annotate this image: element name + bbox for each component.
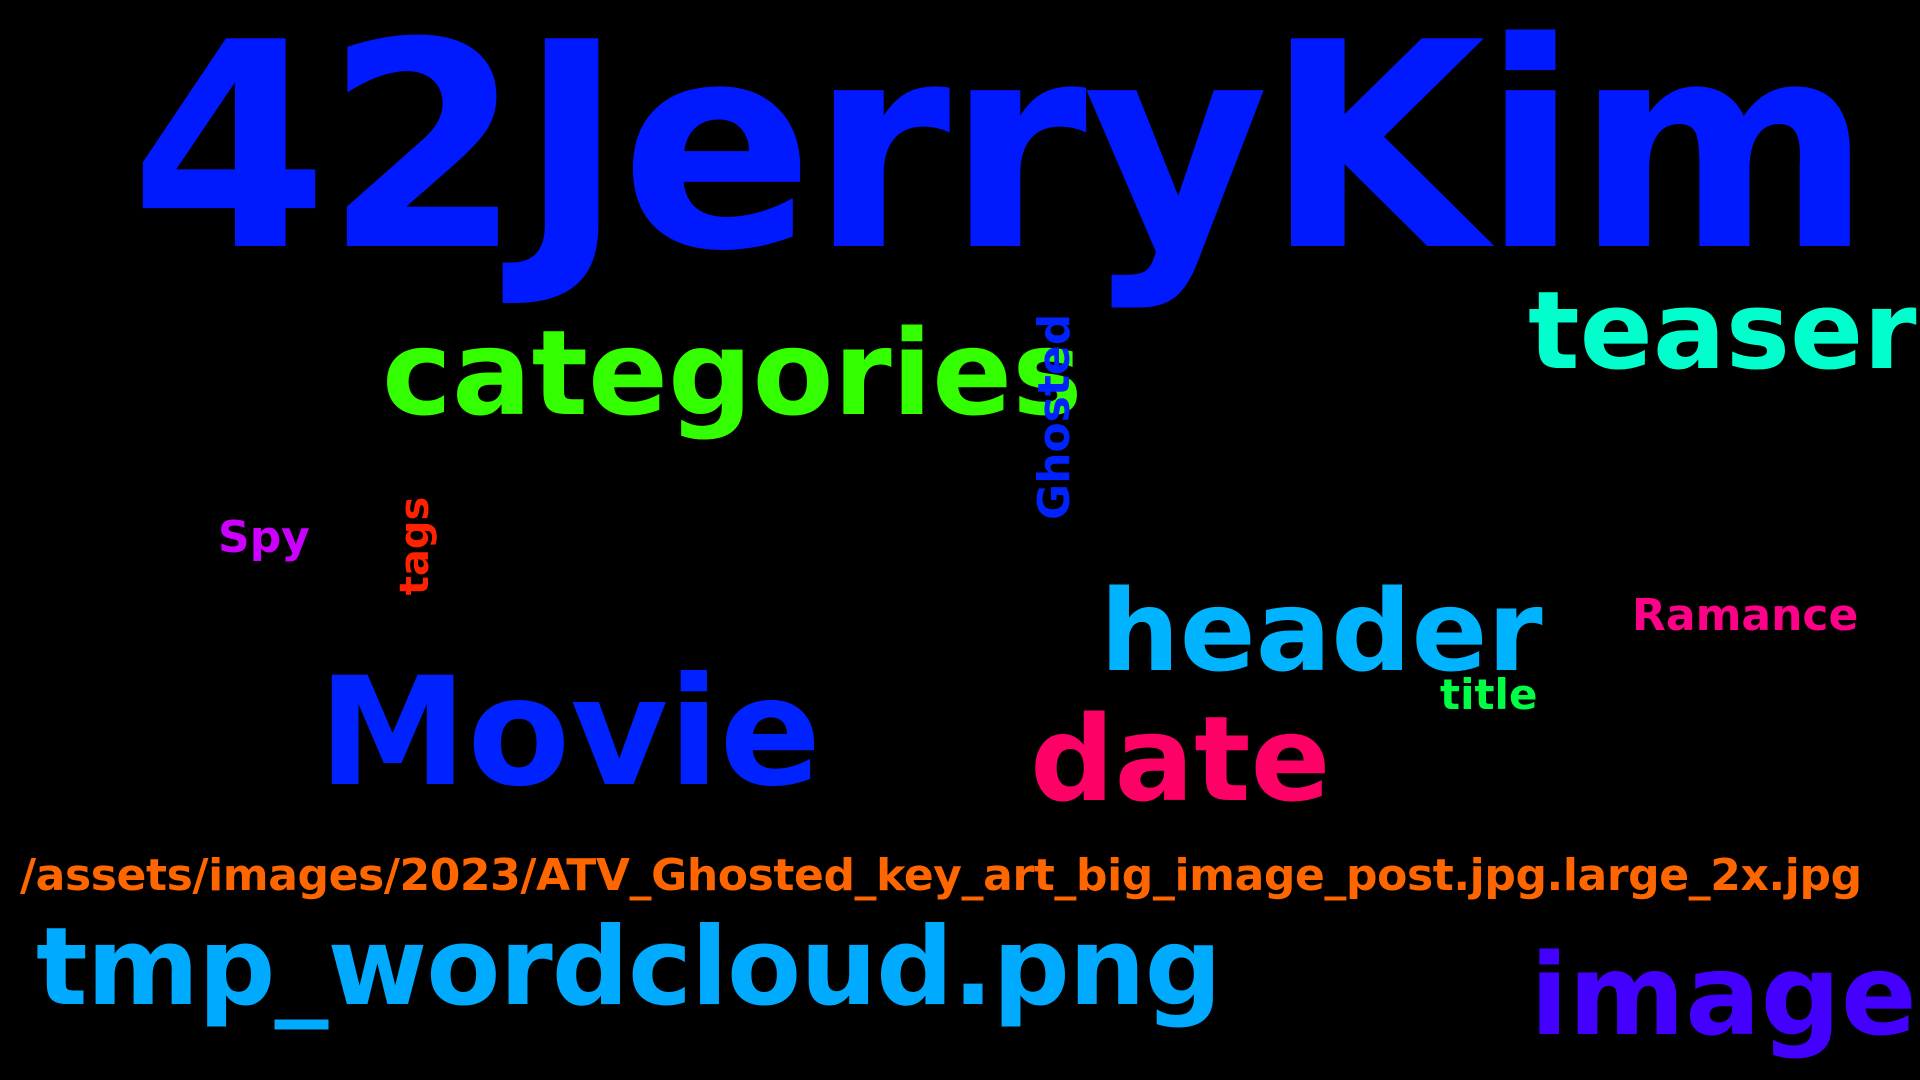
word-teaser: teaser bbox=[1528, 269, 1917, 394]
word-image: image bbox=[1530, 931, 1917, 1061]
word-date: date bbox=[1030, 690, 1331, 828]
word-ghosted: Ghosted bbox=[1029, 313, 1080, 520]
word-spy: Spy bbox=[218, 512, 310, 563]
word-42jerrykim: 42JerryKim bbox=[130, 0, 1872, 314]
word-header: header bbox=[1100, 567, 1543, 697]
word-categories: categories bbox=[382, 304, 1083, 442]
word-title: title bbox=[1440, 670, 1538, 719]
word-tags: tags bbox=[392, 496, 438, 596]
word-ramance: Ramance bbox=[1632, 590, 1859, 641]
word-tmp-wordcloud: tmp_wordcloud.png bbox=[36, 905, 1222, 1030]
word-movie: Movie bbox=[318, 646, 822, 820]
word-image-path: /assets/images/2023/ATV_Ghosted_key_art_… bbox=[20, 850, 1862, 901]
